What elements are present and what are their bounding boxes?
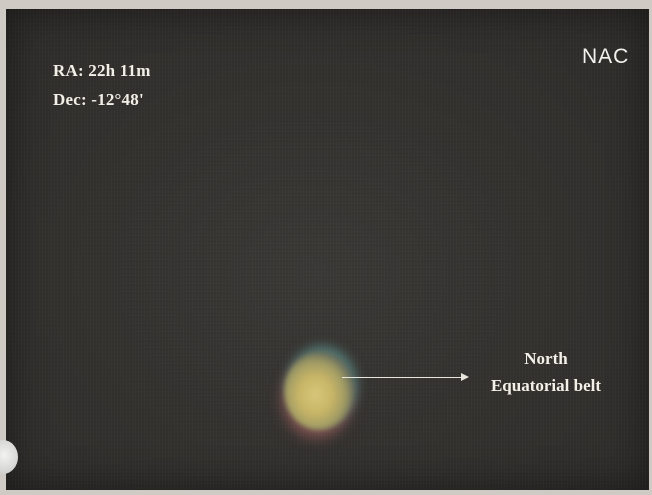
annotation-label: North Equatorial belt <box>476 345 616 399</box>
planet-disk <box>284 352 354 430</box>
coordinates-block: RA: 22h 11m Dec: -12°48' <box>53 56 151 114</box>
astronomy-photo: RA: 22h 11m Dec: -12°48' NAC North Equat… <box>6 9 649 490</box>
corner-highlight <box>0 440 18 474</box>
annotation-line-2: Equatorial belt <box>490 376 602 395</box>
annotation-line-1: North <box>524 349 568 368</box>
annotation-arrow-head-icon <box>461 373 469 381</box>
nac-logo: NAC <box>582 45 630 68</box>
right-ascension: RA: 22h 11m <box>53 61 151 80</box>
annotation-arrow-line <box>342 377 466 378</box>
declination: Dec: -12°48' <box>53 90 144 109</box>
